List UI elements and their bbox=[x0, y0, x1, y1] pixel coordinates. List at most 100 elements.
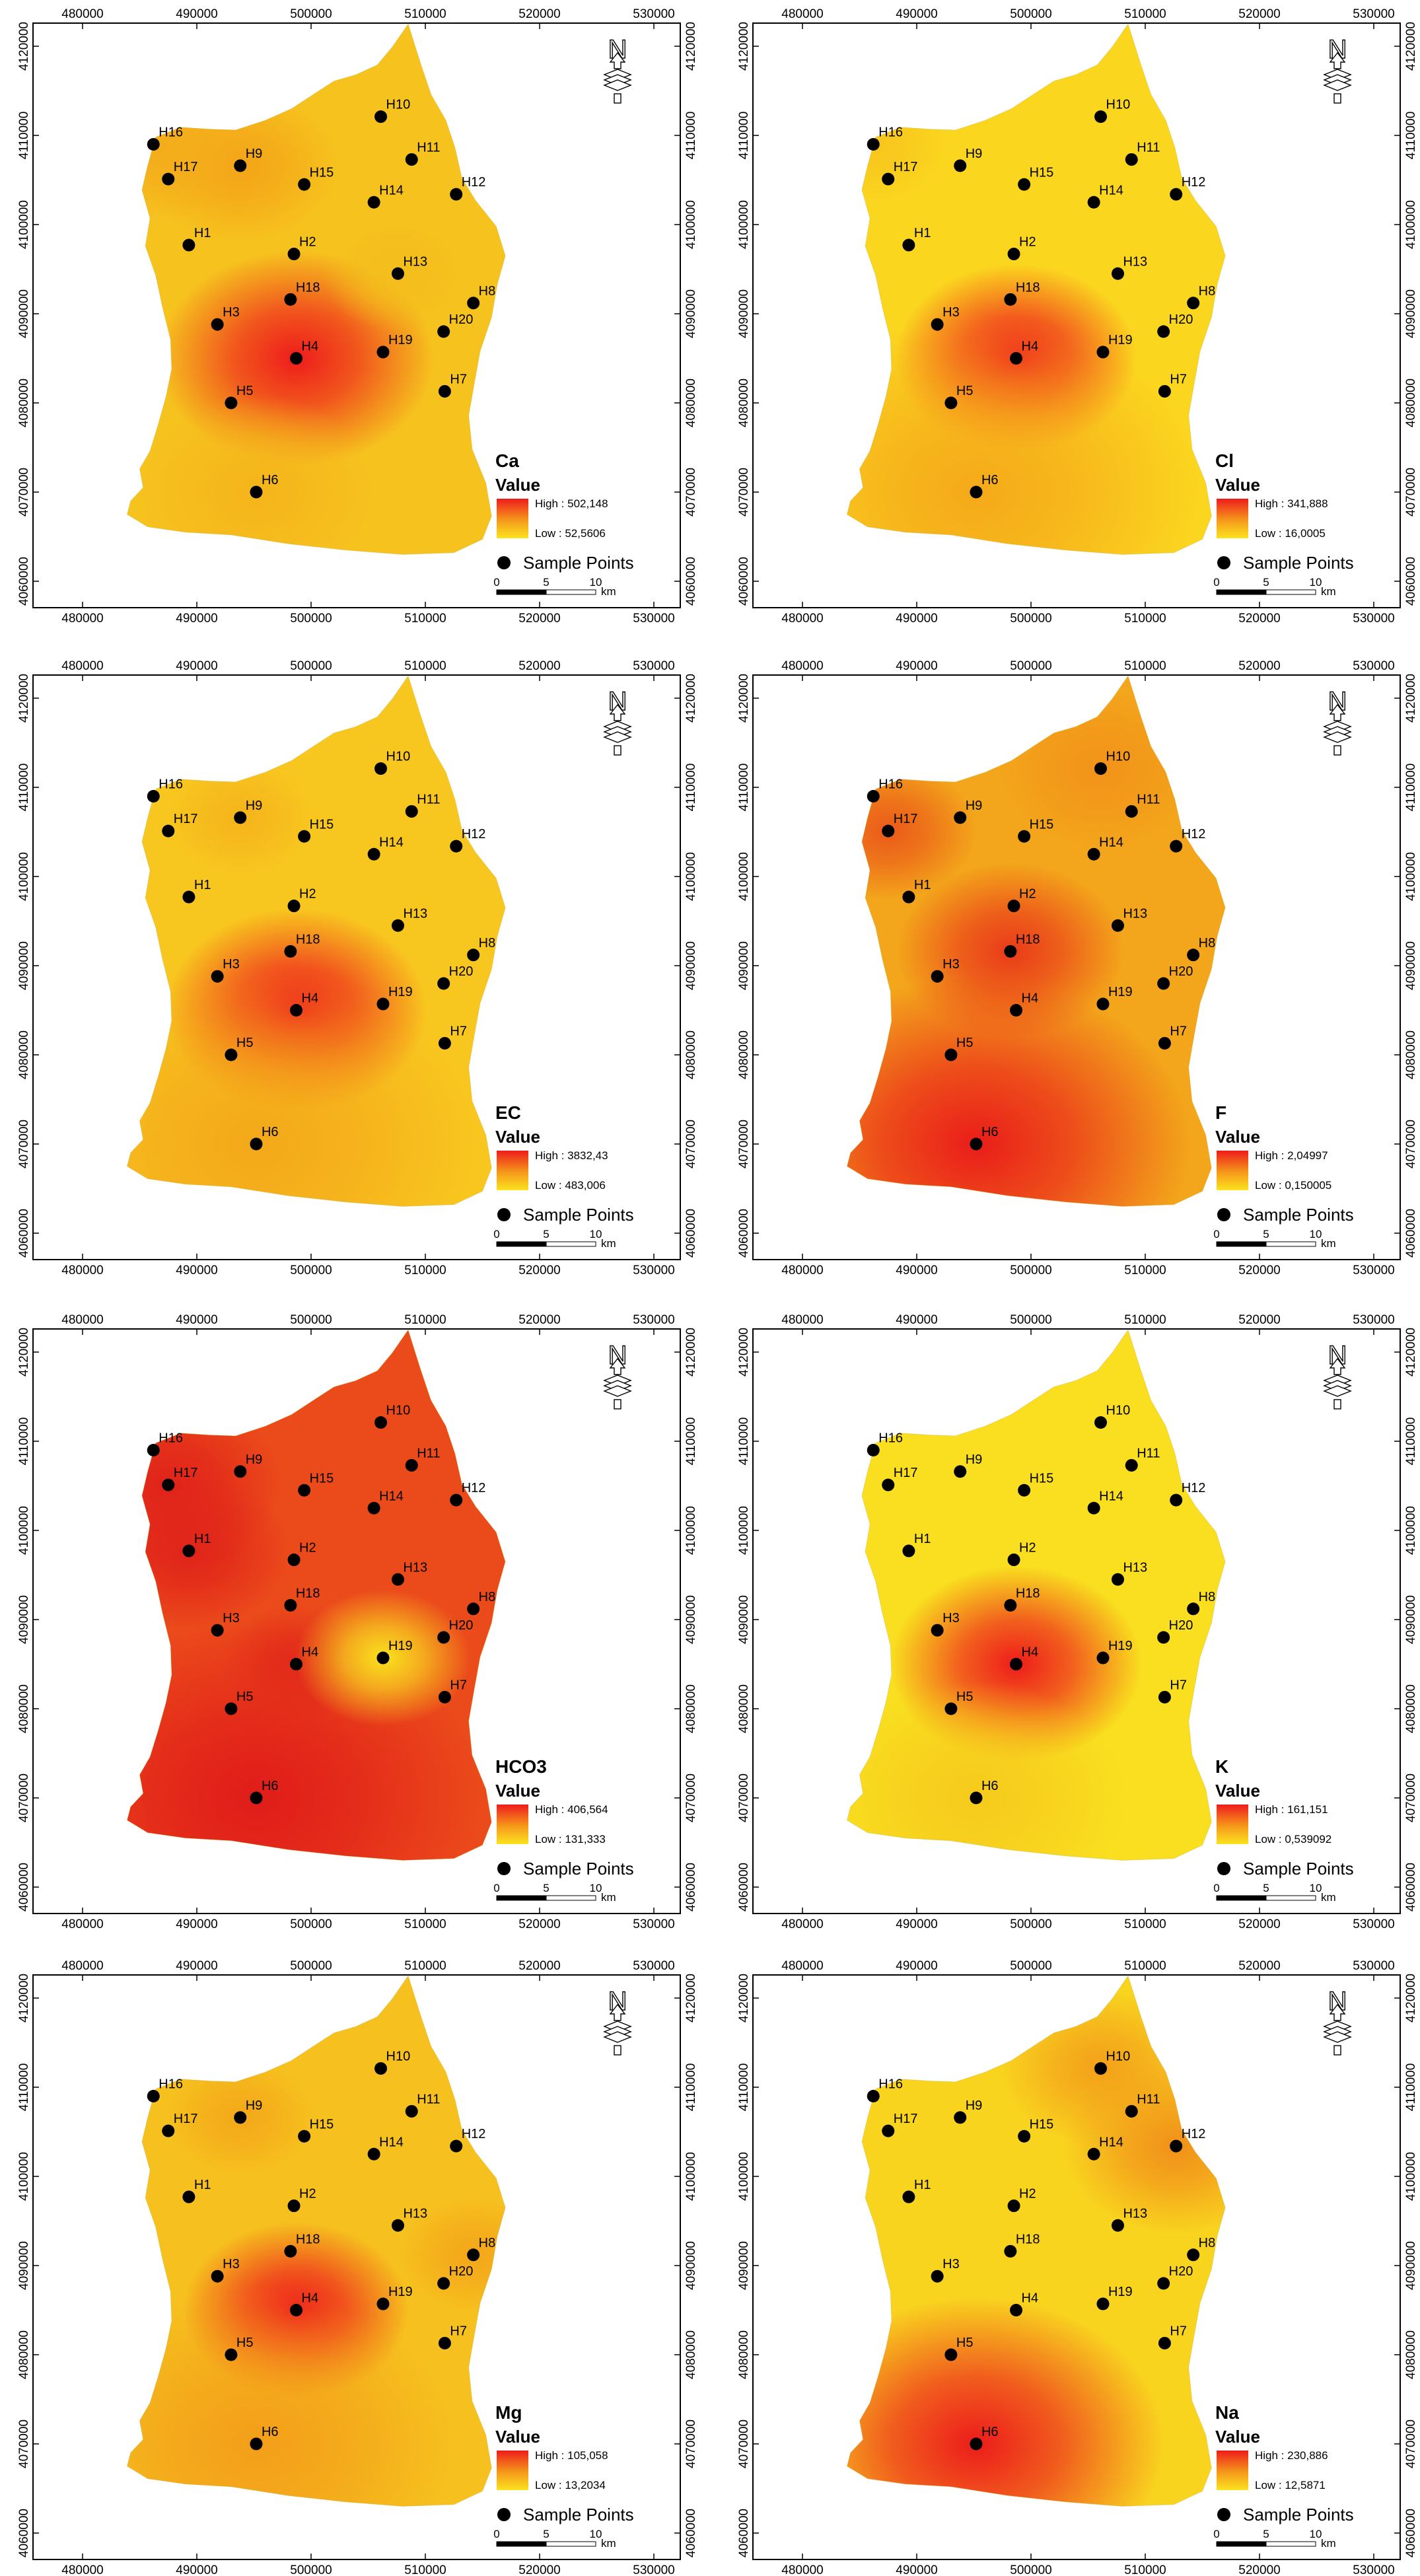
legend-parameter-name: Na bbox=[1215, 2402, 1239, 2423]
legend-high-value: High : 341,888 bbox=[1255, 497, 1328, 510]
x-tick-label: 490000 bbox=[176, 7, 217, 21]
y-tick-label: 4070000 bbox=[1404, 468, 1418, 517]
y-tick-label: 4110000 bbox=[737, 112, 751, 160]
legend-parameter-name: EC bbox=[495, 1102, 521, 1123]
y-tick-label: 4060000 bbox=[737, 1209, 751, 1258]
legend-sample-point-symbol bbox=[1217, 2508, 1230, 2521]
x-tick-label: 530000 bbox=[633, 1917, 674, 1930]
y-tick-label: 4090000 bbox=[1404, 941, 1418, 990]
scale-tick-label: 0 bbox=[1213, 1882, 1219, 1894]
sample-point-h3 bbox=[211, 1624, 224, 1637]
x-tick-label: 520000 bbox=[1238, 7, 1280, 21]
sample-point-h17 bbox=[162, 172, 175, 186]
x-tick-label: 510000 bbox=[404, 2563, 446, 2576]
legend-high-value: High : 2,04997 bbox=[1255, 1149, 1328, 1162]
sample-point-h9 bbox=[954, 159, 967, 172]
sample-point-label: H14 bbox=[379, 835, 404, 849]
sample-point-h8 bbox=[1187, 1602, 1200, 1616]
legend-sample-point-symbol bbox=[497, 1208, 511, 1221]
sample-point-h5 bbox=[225, 1048, 238, 1061]
y-tick-label: 4060000 bbox=[684, 557, 698, 606]
sample-point-h10 bbox=[374, 1416, 388, 1429]
sample-point-label: H13 bbox=[403, 906, 427, 921]
x-tick-label: 520000 bbox=[518, 1959, 560, 1973]
sample-point-label: H11 bbox=[1137, 792, 1160, 806]
sample-point-h10 bbox=[1094, 1416, 1108, 1429]
y-tick-label: 4100000 bbox=[17, 200, 31, 249]
x-tick-label: 510000 bbox=[1124, 7, 1166, 21]
sample-point-h8 bbox=[467, 948, 480, 962]
sample-point-label: H5 bbox=[956, 2336, 974, 2350]
legend-high-value: High : 230,886 bbox=[1255, 2449, 1328, 2462]
legend-color-ramp bbox=[1217, 1805, 1248, 1844]
sample-point-h1 bbox=[182, 1544, 195, 1557]
sample-point-h19 bbox=[1096, 1651, 1110, 1664]
x-tick-label: 480000 bbox=[781, 659, 823, 673]
sample-point-h19 bbox=[376, 345, 390, 359]
sample-point-h12 bbox=[450, 1493, 463, 1507]
sample-point-h10 bbox=[1094, 2062, 1108, 2075]
sample-point-label: H18 bbox=[1016, 932, 1040, 947]
north-arrow-icon: N bbox=[1323, 686, 1352, 756]
sample-point-h13 bbox=[1111, 267, 1124, 280]
sample-point-h20 bbox=[437, 2277, 450, 2290]
sample-point-h6 bbox=[250, 1137, 263, 1151]
y-tick-label: 4070000 bbox=[684, 1120, 698, 1168]
y-tick-label: 4110000 bbox=[684, 1417, 698, 1466]
sample-point-h19 bbox=[1096, 997, 1110, 1011]
legend-value-title: Value bbox=[495, 1127, 540, 1147]
sample-point-h7 bbox=[1158, 2336, 1171, 2349]
sample-point-label: H6 bbox=[262, 1779, 279, 1793]
x-tick-label: 500000 bbox=[290, 1313, 332, 1327]
x-tick-label: 510000 bbox=[404, 612, 446, 624]
sample-point-h19 bbox=[1096, 2297, 1110, 2310]
legend-low-value: Low : 16,0005 bbox=[1255, 527, 1326, 540]
sample-point-label: H4 bbox=[302, 1645, 319, 1660]
legend-high-value: High : 105,058 bbox=[535, 2449, 608, 2462]
legend-sample-point-symbol bbox=[497, 556, 511, 569]
sample-point-label: H12 bbox=[1182, 827, 1206, 841]
scale-tick-label: 10 bbox=[1310, 1228, 1322, 1240]
sample-point-label: H10 bbox=[1106, 2050, 1131, 2064]
legend-value-title: Value bbox=[495, 1781, 540, 1801]
sample-point-label: H2 bbox=[299, 2187, 316, 2201]
y-tick-label: 4090000 bbox=[737, 1595, 751, 1644]
y-tick-label: 4070000 bbox=[684, 2419, 698, 2468]
sample-point-h2 bbox=[287, 248, 301, 261]
north-arrow-icon: N bbox=[603, 1986, 632, 2056]
y-tick-label: 4110000 bbox=[1404, 2063, 1418, 2112]
x-tick-label: 480000 bbox=[781, 2563, 823, 2576]
sample-point-h9 bbox=[234, 159, 247, 172]
map-svg: 4800004800004900004900005000005000005100… bbox=[737, 7, 1418, 624]
map-panel-f: 480000 480000 490000 490000 500000 500000 5100… bbox=[720, 652, 1420, 1276]
map-svg: 4800004800004900004900005000005000005100… bbox=[17, 1313, 698, 1930]
sample-point-h8 bbox=[467, 1602, 480, 1616]
x-tick-label: 480000 bbox=[781, 7, 823, 21]
x-tick-label: 490000 bbox=[896, 2563, 937, 2576]
sample-point-label: H14 bbox=[1099, 183, 1123, 197]
sample-point-h16 bbox=[147, 2090, 160, 2102]
sample-point-label: H13 bbox=[403, 2206, 427, 2221]
sample-point-label: H10 bbox=[386, 2050, 411, 2064]
sample-point-h11 bbox=[405, 153, 418, 166]
sample-point-label: H13 bbox=[1123, 906, 1147, 921]
sample-point-h15 bbox=[298, 178, 311, 191]
sample-point-h20 bbox=[437, 977, 450, 990]
y-tick-label: 4120000 bbox=[737, 1328, 751, 1377]
x-tick-label: 510000 bbox=[404, 1264, 446, 1276]
sample-point-label: H16 bbox=[159, 125, 183, 140]
sample-point-label: H7 bbox=[1170, 372, 1187, 386]
map-svg: 4800004800004900004900005000005000005100… bbox=[17, 659, 698, 1276]
y-tick-label: 4070000 bbox=[737, 468, 751, 517]
sample-point-label: H12 bbox=[462, 175, 486, 190]
sample-point-h11 bbox=[405, 2104, 418, 2118]
y-tick-label: 4110000 bbox=[684, 2063, 698, 2112]
sample-point-label: H17 bbox=[894, 812, 918, 826]
sample-point-h5 bbox=[225, 396, 238, 410]
sample-point-h1 bbox=[902, 2190, 915, 2203]
y-tick-label: 4060000 bbox=[737, 2509, 751, 2558]
map-legend: F Value High : 2,04997 Low : 0,150005 Sample… bbox=[1215, 1102, 1354, 1225]
sample-point-h16 bbox=[867, 1444, 880, 1456]
sample-point-label: H13 bbox=[403, 1560, 427, 1575]
